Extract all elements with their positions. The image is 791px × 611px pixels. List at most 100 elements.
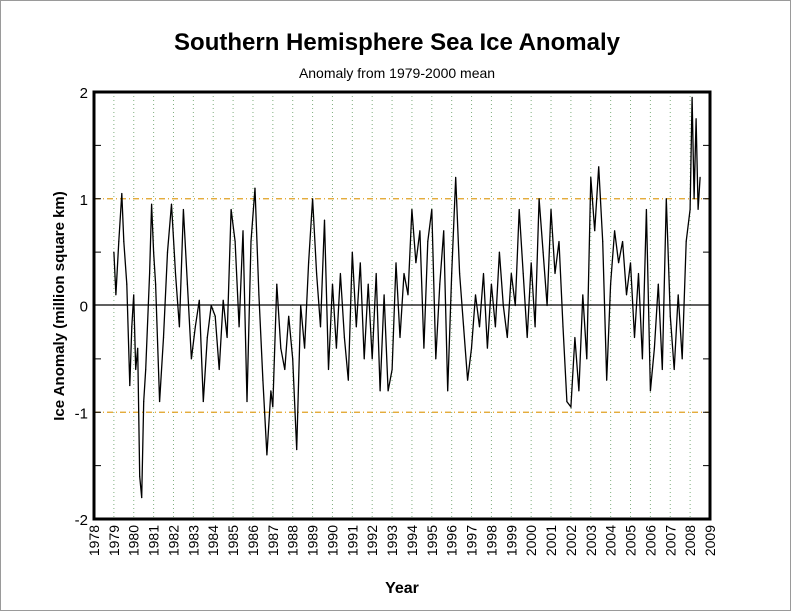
data-point [343,336,345,339]
data-point [510,272,512,275]
data-point [206,336,208,339]
x-tick-label: 1990 [324,525,340,556]
x-tick-label: 1981 [146,525,162,556]
data-point [610,283,612,285]
data-point [518,208,520,211]
x-tick-label: 1982 [165,525,181,556]
y-tick-label: 2 [80,85,88,102]
data-points [113,96,701,499]
data-point [153,251,155,253]
data-point [494,326,496,328]
data-point [327,368,330,371]
x-tick-label: 2005 [623,525,639,556]
data-point [419,230,421,232]
x-tick-label: 1992 [364,525,380,556]
data-point [178,326,181,328]
data-point [214,315,216,317]
data-point [653,347,655,349]
x-tick-label: 1998 [483,525,499,556]
x-tick-label: 1980 [126,525,142,556]
data-point [490,283,493,285]
y-tick-label: 0 [80,299,88,316]
data-point [246,400,248,403]
data-point [222,299,224,301]
data-point [633,336,636,339]
data-point [234,240,236,243]
data-point [697,208,699,211]
data-point [210,304,212,307]
data-point [202,400,204,403]
data-point [375,272,377,275]
x-tick-label: 1988 [285,525,301,556]
data-point [649,390,651,392]
x-tick-label: 1983 [185,525,201,556]
data-point [363,358,365,360]
data-point [407,294,409,296]
data-point [351,251,353,253]
data-point [182,208,185,211]
data-point [123,240,125,243]
data-point [486,347,489,349]
data-point [162,336,165,339]
data-point [590,176,592,178]
data-point [131,326,133,328]
data-point [482,272,485,275]
data-point [308,262,310,264]
data-point [443,230,445,232]
data-point [431,208,433,211]
data-point [135,368,137,371]
data-point [347,379,349,381]
data-point [602,240,604,243]
data-point [423,347,425,349]
data-point [617,262,620,264]
y-axis-ticks: 2 1 0 -1 -2 [75,85,710,529]
data-point [387,390,389,392]
data-point [126,283,128,285]
data-point [451,272,453,275]
data-point [118,240,120,243]
y-tick-label: -2 [75,512,88,529]
data-point [673,368,675,371]
x-tick-label: 1984 [205,525,221,556]
data-point [637,272,640,275]
data-point [371,358,373,360]
data-point [570,406,572,408]
y-tick-label: -1 [75,405,88,422]
data-point [641,358,644,360]
data-point [395,262,397,264]
data-point [415,262,417,264]
data-point [459,272,461,275]
x-tick-label: 1996 [444,525,460,556]
data-point [566,400,568,403]
data-point [534,326,536,328]
data-point [254,187,256,189]
x-tick-label: 2006 [642,525,658,556]
data-point [594,230,596,232]
x-axis-ticks: 1978 1979 1980 1981 1982 1983 1984 1985 1986 1987… [86,525,718,556]
data-point [526,336,528,339]
data-point [502,304,504,307]
data-point [578,390,580,392]
data-point [272,406,274,408]
reference-lines [94,198,710,413]
data-point [391,368,393,371]
data-point [598,166,600,168]
data-point [242,230,244,232]
data-point [143,400,145,403]
data-point [514,304,516,307]
data-point [625,294,628,296]
data-point [558,240,560,243]
x-tick-label: 2009 [702,525,718,556]
data-point [665,198,667,200]
x-tick-label: 1985 [225,525,241,556]
data-point [149,272,151,275]
data-point [276,283,278,285]
x-tick-label: 1993 [384,525,400,556]
data-point [403,272,405,275]
y-axis-label: Ice Anomaly (million square km) [51,191,68,421]
data-point [379,390,381,392]
x-tick-label: 1999 [503,525,519,556]
data-point [170,203,173,205]
data-point [166,251,169,253]
data-point [554,272,556,275]
